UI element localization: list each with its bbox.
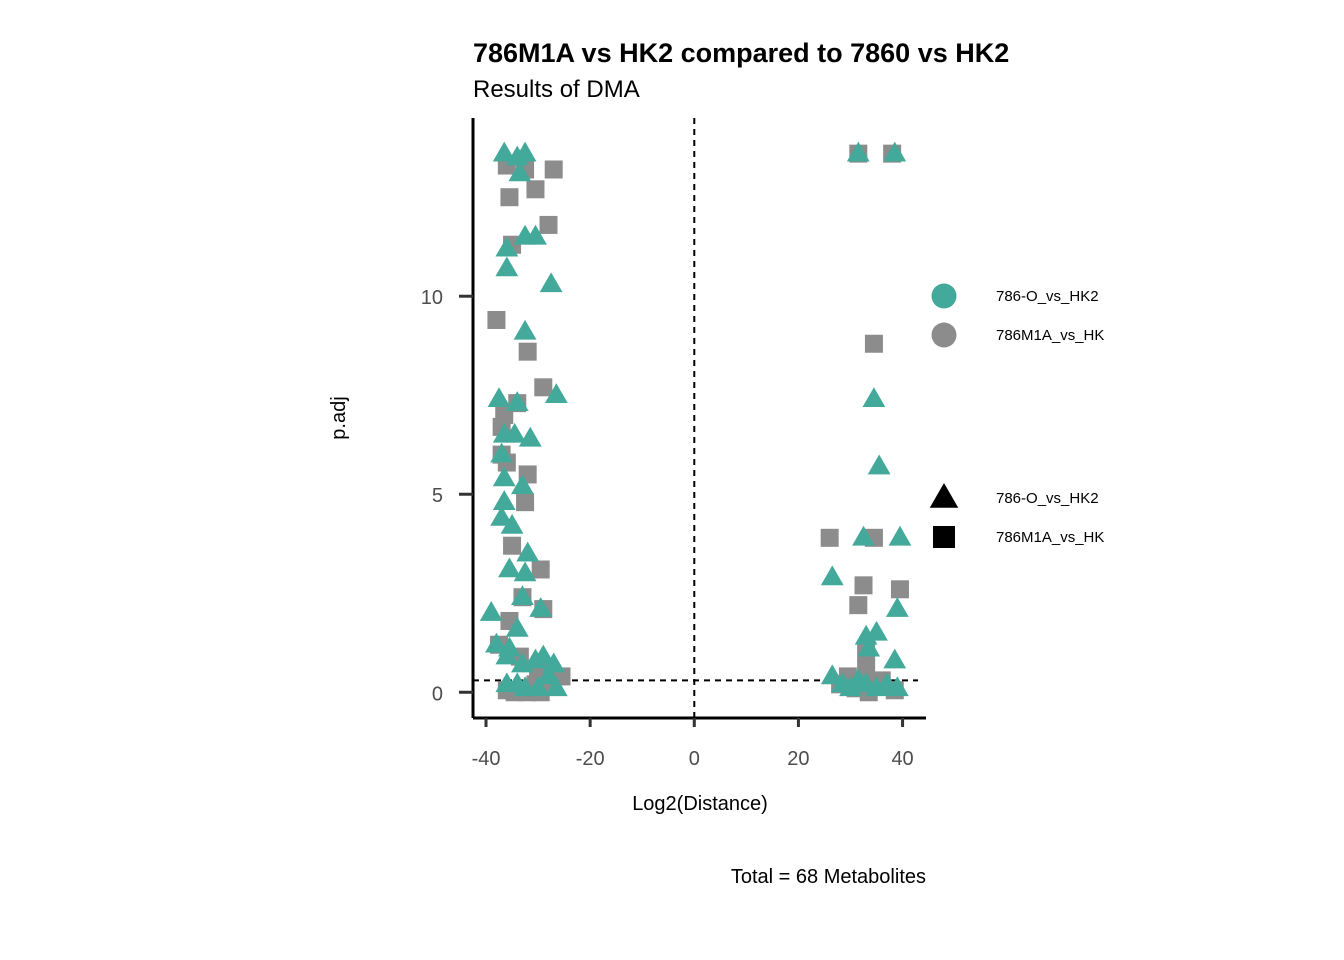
data-point-triangle: [487, 387, 511, 407]
legend-shape-label: 786M1A_vs_HK: [996, 529, 1104, 546]
data-point-triangle: [513, 561, 537, 582]
data-point-triangle: [513, 141, 537, 162]
data-point-triangle: [505, 616, 529, 637]
legend-color-key: [931, 283, 957, 309]
chart-title: 786M1A vs HK2 compared to 7860 vs HK2: [473, 38, 1009, 68]
x-axis-title: Log2(Distance): [632, 793, 768, 815]
data-point-triangle: [518, 426, 542, 447]
data-point-triangle: [526, 676, 550, 697]
legend-color-key: [931, 322, 957, 348]
legend-color-label: 786-O_vs_HK2: [996, 288, 1099, 305]
data-point-triangle: [495, 256, 519, 277]
data-point-triangle: [885, 597, 909, 617]
data-point-triangle: [485, 632, 508, 653]
data-point-triangle: [862, 387, 886, 407]
data-point-square: [516, 493, 535, 512]
data-point-triangle: [508, 161, 532, 182]
data-point-triangle: [498, 557, 521, 578]
legend-shape-key: [929, 483, 959, 508]
data-point-triangle: [883, 141, 907, 162]
x-tick-label: -20: [576, 748, 605, 770]
y-tick-label: 10: [421, 287, 443, 309]
data-point-triangle: [524, 224, 547, 245]
legend: 786-O_vs_HK2 786M1A_vs_HK 786-O_vs_HK2 786M…: [929, 283, 1104, 548]
data-point-triangle: [544, 676, 568, 697]
data-point-triangle: [529, 597, 553, 617]
data-point-triangle: [516, 541, 540, 562]
data-point-square: [849, 596, 868, 615]
x-tick-label: 0: [689, 748, 700, 770]
data-point-triangle: [883, 648, 907, 669]
data-point-square: [534, 378, 553, 397]
data-point-triangle: [857, 636, 881, 657]
data-point-triangle: [479, 601, 503, 621]
data-point-square: [487, 310, 506, 329]
data-point-triangle: [495, 644, 519, 665]
data-point-square: [854, 576, 873, 595]
data-point-square: [857, 659, 876, 678]
data-point-triangle: [505, 391, 529, 411]
data-point-triangle: [852, 525, 875, 546]
data-point-triangle: [531, 644, 555, 665]
chart-caption: Total = 68 Metabolites: [731, 866, 926, 888]
legend-shape-key: [933, 526, 955, 548]
y-axis-title: p.adj: [328, 396, 350, 439]
data-point-triangle: [511, 474, 534, 495]
data-point-triangle: [537, 664, 560, 685]
data-point-square: [820, 528, 839, 547]
plot-area: -40 -20 0 20 40 0 5 10: [421, 118, 926, 770]
data-point-triangle: [867, 454, 891, 475]
x-tick-label: 40: [891, 748, 913, 770]
data-point-square: [864, 334, 883, 353]
data-point-triangle: [503, 422, 527, 443]
data-point-square: [890, 580, 909, 599]
y-tick-label: 5: [432, 485, 443, 507]
data-point-triangle: [500, 513, 524, 534]
data-point-square: [503, 536, 522, 555]
data-point-triangle: [820, 664, 844, 685]
data-point-square: [544, 160, 563, 179]
data-point-square: [539, 215, 558, 234]
data-point-triangle: [846, 141, 870, 162]
data-point-triangle: [495, 236, 519, 257]
data-point-triangle: [490, 506, 514, 526]
data-point-triangle: [492, 466, 516, 487]
data-point-square: [526, 180, 545, 199]
data-point-triangle: [492, 490, 516, 510]
data-point-triangle: [820, 565, 844, 586]
data-point-triangle: [888, 525, 912, 546]
legend-color-label: 786M1A_vs_HK: [996, 327, 1104, 344]
data-point-triangle: [539, 272, 563, 293]
data-point-triangle: [885, 676, 909, 697]
y-tick-label: 0: [432, 683, 443, 705]
data-point-square: [500, 188, 519, 207]
x-tick-label: -40: [472, 748, 501, 770]
data-point-square: [531, 560, 550, 579]
data-point-triangle: [513, 319, 537, 340]
data-point-triangle: [490, 442, 514, 463]
data-point-triangle: [492, 141, 516, 162]
x-tick-label: 20: [787, 748, 809, 770]
data-point-square: [518, 342, 537, 361]
legend-shape-label: 786-O_vs_HK2: [996, 490, 1099, 507]
data-point-triangle: [511, 585, 534, 606]
data-point-triangle: [544, 383, 568, 404]
chart-subtitle: Results of DMA: [473, 76, 640, 103]
data-point-triangle: [865, 620, 888, 641]
